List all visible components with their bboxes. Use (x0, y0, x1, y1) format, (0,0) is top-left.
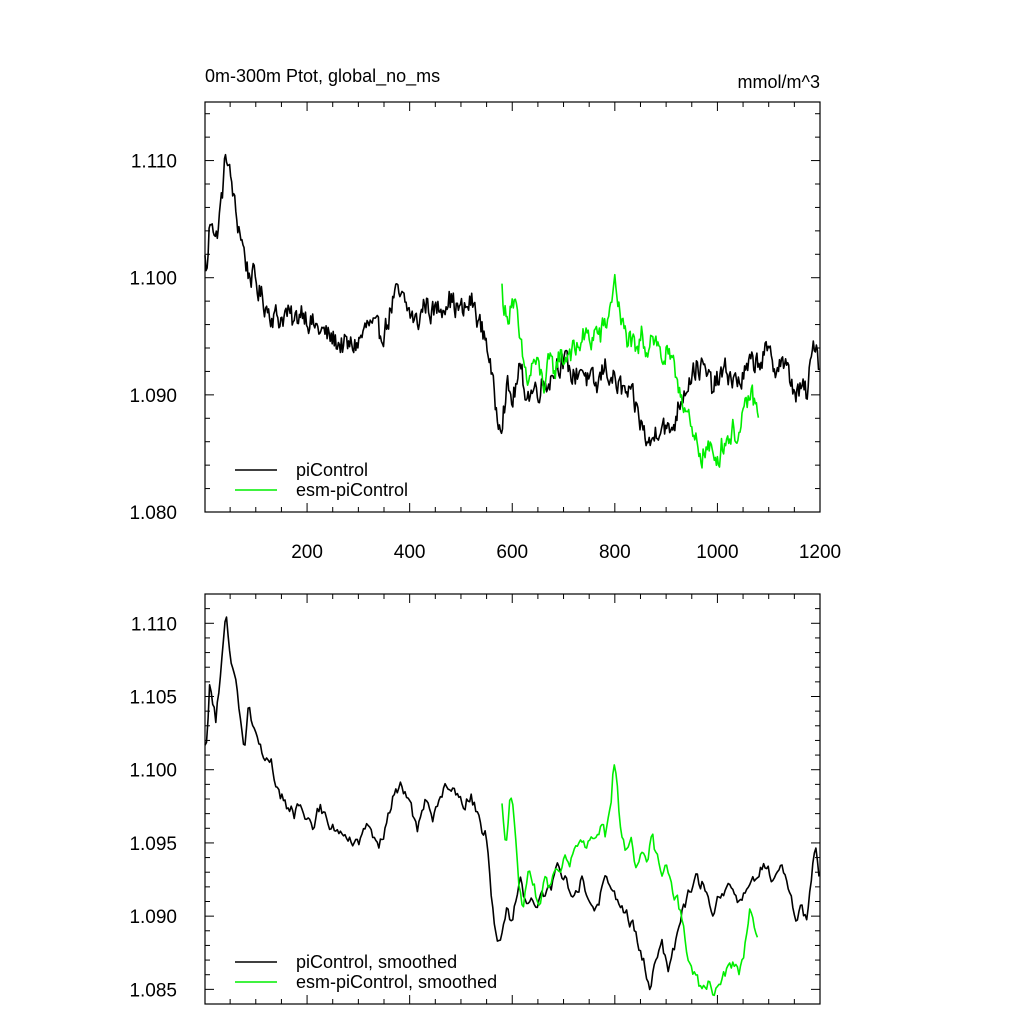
legend-label: piControl, smoothed (296, 952, 457, 972)
series-line-1 (501, 764, 759, 997)
x-tick-label: 400 (394, 542, 426, 563)
y-tick-label: 1.090 (129, 386, 177, 407)
legend-label: esm-piControl (296, 480, 408, 500)
plot-frame (204, 593, 821, 1005)
legend-label: esm-piControl, smoothed (296, 972, 497, 992)
title-left: 0m-300m Ptot, global_no_ms (205, 66, 440, 87)
title-right: mmol/m^3 (738, 72, 820, 92)
y-tick-label: 1.080 (129, 503, 177, 524)
legend-label: piControl (296, 460, 368, 480)
bottom-panel: 1.085 1.090 1.095 1.100 1.105 1.110 piControl,… (129, 593, 821, 1005)
y-tick-label: 1.105 (129, 688, 177, 709)
y-tick-label: 1.085 (129, 980, 177, 1001)
x-tick-label: 800 (599, 542, 631, 563)
y-tick-label: 1.110 (131, 614, 177, 635)
series-line-1 (501, 273, 760, 469)
y-tick-label: 1.100 (129, 269, 177, 290)
y-tick-label: 1.110 (131, 152, 177, 173)
y-tick-label: 1.090 (129, 907, 177, 928)
x-tick-label: 200 (291, 542, 323, 563)
series-line-0 (204, 153, 820, 447)
top-panel: 200 400 600 800 1000 1200 1.080 1.090 1.100 1.110… (129, 101, 841, 563)
y-tick-label: 1.095 (129, 834, 177, 855)
x-tick-label: 1200 (799, 542, 841, 563)
series-line-0 (204, 616, 820, 991)
x-tick-label: 1000 (696, 542, 738, 563)
x-tick-label: 600 (496, 542, 528, 563)
y-tick-label: 1.100 (129, 761, 177, 782)
